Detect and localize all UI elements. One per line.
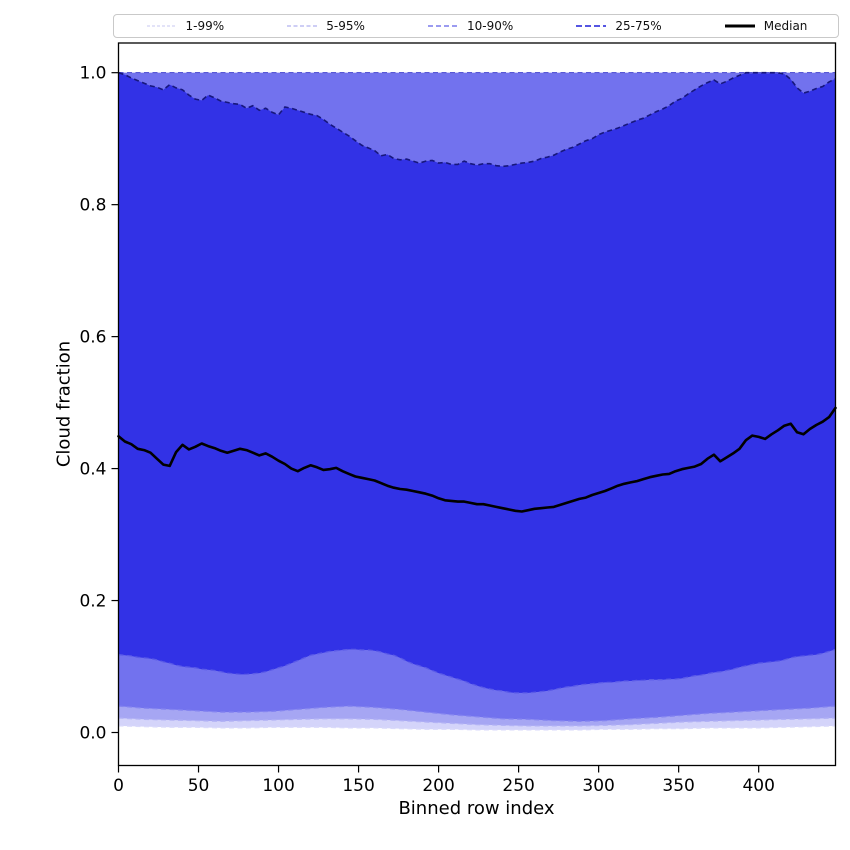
band-10-90-lower-edge [118,705,836,722]
legend-item-25-75: 25-75% [574,19,662,33]
y-axis-tick-label: 1.0 [79,64,106,84]
legend-label-25-75: 25-75% [615,19,662,33]
legend-label-10-90: 10-90% [467,19,514,33]
x-axis-tick-label: 0 [113,776,124,796]
plot-frame [117,42,837,767]
y-axis-tick-label: 0.0 [79,724,106,744]
legend-label-1-99: 1-99% [185,19,225,33]
x-axis-tick-label: 250 [502,776,534,796]
legend-label-median: Median [763,19,808,33]
y-axis-tick-label: 0.8 [79,196,106,216]
legend-line-10-90-icon [428,25,459,27]
legend-label-5-95: 5-95% [326,19,365,33]
band-25-75-upper-edge [118,71,836,168]
y-axis-tick-label: 0.2 [79,592,106,612]
legend-item-median: Median [723,19,808,33]
band-1-99-lower-edge [118,725,836,731]
band-25-75-lower-edge [118,648,836,694]
x-axis-tick-label: 350 [662,776,694,796]
legend-line-25-75-icon [576,25,607,27]
y-axis-label: Cloud fraction [53,340,75,468]
x-axis-tick-label: 400 [742,776,774,796]
x-axis-tick-label: 50 [188,776,210,796]
y-axis-tick-label: 0.6 [79,328,106,348]
legend-line-1-99-icon [146,25,177,27]
band-5-95-lower-edge [118,717,836,727]
x-axis-tick-label: 300 [582,776,614,796]
legend-item-10-90: 10-90% [426,20,513,32]
y-axis-tick-label: 0.4 [79,460,106,480]
x-axis-tick-label: 100 [262,776,294,796]
legend: 1-99% 5-95% 10-90% 25-75% Median [113,14,839,38]
legend-line-median-icon [724,24,755,28]
x-axis-tick-label: 200 [422,776,454,796]
legend-line-5-95-icon [287,25,318,27]
band-25-75-fill [118,72,836,693]
median-line [117,406,837,513]
legend-item-5-95: 5-95% [285,20,365,32]
legend-item-1-99: 1-99% [145,19,225,33]
x-axis-label: Binned row index [398,798,555,819]
x-axis-tick-label: 150 [342,776,374,796]
